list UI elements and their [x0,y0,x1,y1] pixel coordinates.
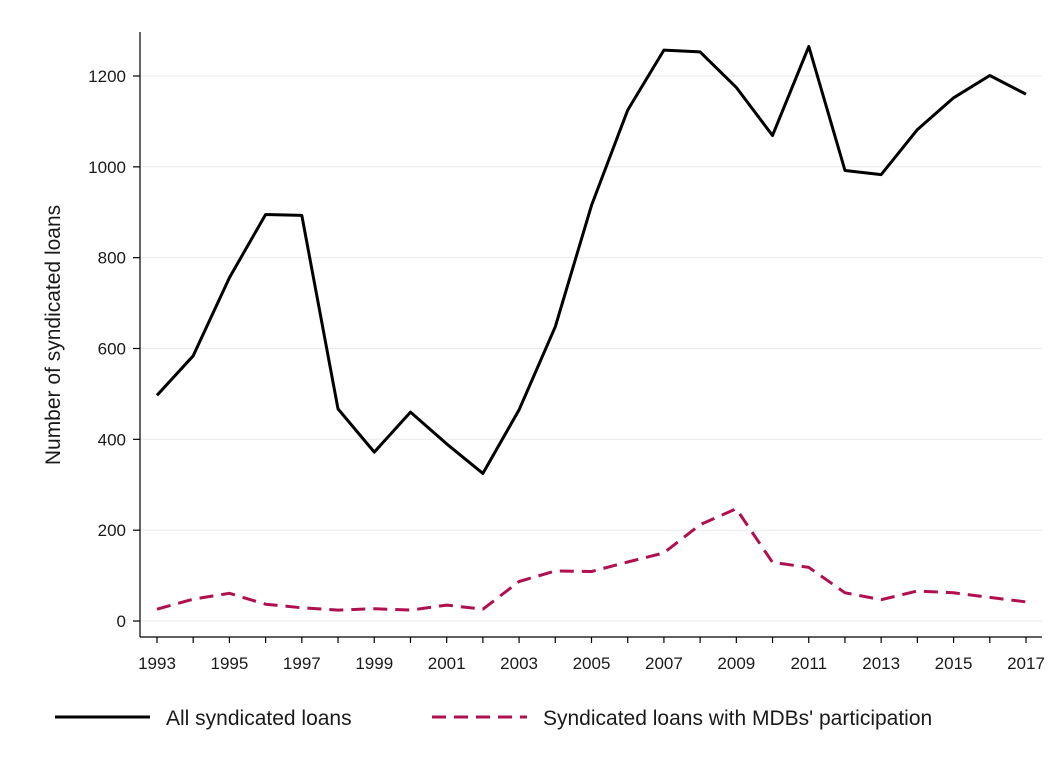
x-tick-label: 2007 [645,654,683,673]
legend-label-mdb-syndicated-loans: Syndicated loans with MDBs' participatio… [543,707,932,730]
x-tick-label: 2017 [1007,654,1045,673]
y-tick-label: 1200 [88,67,126,86]
x-tick-label: 2005 [573,654,611,673]
y-axis-title: Number of syndicated loans [42,205,65,465]
series-line-all-syndicated-loans [155,45,1027,475]
legend-label-all-syndicated-loans: All syndicated loans [166,707,352,730]
axes [139,32,1042,638]
x-tick-label: 1997 [283,654,321,673]
y-axis-ticks: 0 200 400 600 800 1000 1200 [88,67,140,631]
x-axis-ticks: 1993 1995 1997 1999 2001 2003 2005 2007 2009 2011… [138,637,1045,673]
x-tick-label: 2015 [935,654,973,673]
x-tick-label: 2009 [717,654,755,673]
x-tick-label: 2003 [500,654,538,673]
series-line-mdb-syndicated-loans [156,507,1027,612]
x-tick-label: 2013 [862,654,900,673]
y-tick-label: 0 [117,612,126,631]
y-tick-label: 800 [98,249,126,268]
y-tick-label: 1000 [88,158,126,177]
gridlines [141,75,1042,622]
x-tick-label: 1999 [355,654,393,673]
y-tick-label: 400 [98,430,126,449]
y-tick-label: 600 [98,340,126,359]
legend: All syndicated loans Syndicated loans wi… [55,707,932,730]
x-tick-label: 2011 [790,654,827,673]
x-tick-label: 2001 [428,654,466,673]
y-tick-label: 200 [98,521,126,540]
series-lines [155,45,1027,612]
x-tick-label: 1993 [138,654,176,673]
x-tick-label: 1995 [211,654,249,673]
